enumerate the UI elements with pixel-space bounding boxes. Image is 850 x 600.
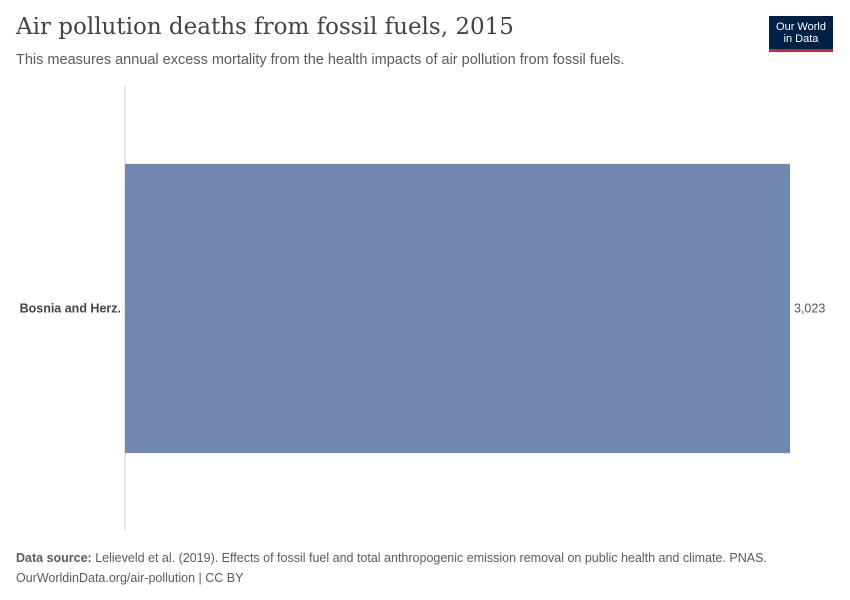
owid-logo[interactable]: Our World in Data [769, 16, 833, 52]
chart-title: Air pollution deaths from fossil fuels, … [16, 14, 514, 40]
bar-0[interactable] [125, 163, 790, 454]
source-text: Lelieveld et al. (2019). Effects of foss… [95, 551, 767, 565]
chart-subtitle: This measures annual excess mortality fr… [16, 52, 625, 68]
source-line: Data source: Lelieveld et al. (2019). Ef… [16, 548, 767, 568]
logo-line-1: Our World [776, 21, 826, 33]
category-label-0: Bosnia and Herz. [20, 302, 121, 316]
source-label: Data source: [16, 551, 92, 565]
chart-footer: Data source: Lelieveld et al. (2019). Ef… [16, 548, 767, 588]
value-label-0: 3,023 [794, 302, 825, 316]
url-line[interactable]: OurWorldinData.org/air-pollution | CC BY [16, 571, 244, 585]
logo-line-2: in Data [783, 33, 819, 45]
